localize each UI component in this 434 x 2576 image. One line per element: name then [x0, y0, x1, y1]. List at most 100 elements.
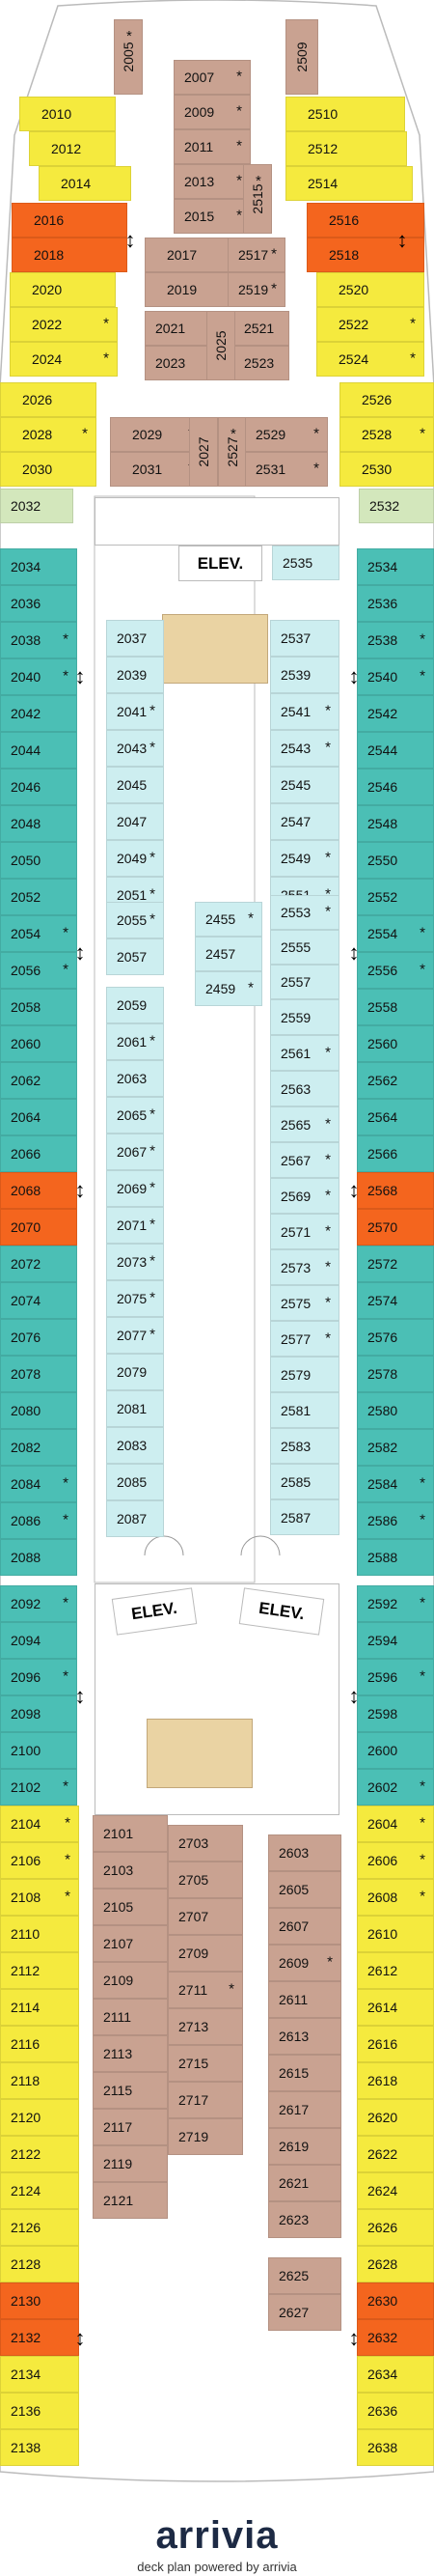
cabin-2717[interactable]: 2717 — [168, 2082, 243, 2118]
cabin-2022[interactable]: 2022 * — [10, 307, 118, 342]
cabin-2024[interactable]: 2024 * — [10, 342, 118, 377]
cabin-2520[interactable]: 2520 — [316, 272, 424, 307]
cabin-2606[interactable]: 2606 * — [357, 1842, 434, 1879]
cabin-2569[interactable]: 2569 * — [270, 1178, 339, 1214]
cabin-2113[interactable]: 2113 — [93, 2035, 168, 2072]
cabin-2608[interactable]: 2608 * — [357, 1879, 434, 1916]
cabin-2515[interactable]: 2515 * — [243, 164, 272, 234]
cabin-2522[interactable]: 2522 * — [316, 307, 424, 342]
cabin-2040[interactable]: 2040 * — [0, 658, 77, 695]
cabin-2069[interactable]: 2069 * — [106, 1170, 164, 1207]
cabin-2028[interactable]: 2028 * — [0, 417, 96, 452]
cabin-2096[interactable]: 2096 * — [0, 1659, 77, 1695]
cabin-2054[interactable]: 2054 * — [0, 915, 77, 952]
cabin-2578[interactable]: 2578 — [357, 1356, 434, 1392]
cabin-2571[interactable]: 2571 * — [270, 1214, 339, 1249]
cabin-2457[interactable]: 2457 — [195, 937, 262, 971]
cabin-2558[interactable]: 2558 — [357, 989, 434, 1025]
cabin-2016[interactable]: 2016 — [12, 203, 127, 238]
cabin-2548[interactable]: 2548 — [357, 805, 434, 842]
cabin-2617[interactable]: 2617 — [268, 2091, 341, 2128]
cabin-2057[interactable]: 2057 — [106, 938, 164, 975]
cabin-2134[interactable]: 2134 — [0, 2356, 79, 2393]
cabin-2524[interactable]: 2524 * — [316, 342, 424, 377]
cabin-2540[interactable]: 2540 * — [357, 658, 434, 695]
cabin-2563[interactable]: 2563 — [270, 1071, 339, 1106]
cabin-2032[interactable]: 2032 — [0, 489, 73, 523]
cabin-2034[interactable]: 2034 — [0, 548, 77, 585]
cabin-2536[interactable]: 2536 — [357, 585, 434, 622]
cabin-2592[interactable]: 2592 * — [357, 1585, 434, 1622]
cabin-2117[interactable]: 2117 — [93, 2109, 168, 2145]
cabin-2105[interactable]: 2105 — [93, 1889, 168, 1925]
cabin-2060[interactable]: 2060 — [0, 1025, 77, 1062]
cabin-2620[interactable]: 2620 — [357, 2099, 434, 2136]
cabin-2114[interactable]: 2114 — [0, 1989, 79, 2026]
cabin-2018[interactable]: 2018 — [12, 238, 127, 272]
cabin-2630[interactable]: 2630 — [357, 2282, 434, 2319]
cabin-2112[interactable]: 2112 — [0, 1952, 79, 1989]
cabin-2126[interactable]: 2126 — [0, 2209, 79, 2246]
cabin-2527[interactable]: 2527 * — [218, 417, 247, 487]
cabin-2581[interactable]: 2581 — [270, 1392, 339, 1428]
cabin-2632[interactable]: 2632 — [357, 2319, 434, 2356]
cabin-2574[interactable]: 2574 — [357, 1282, 434, 1319]
cabin-2531[interactable]: 2531 * — [245, 452, 328, 487]
cabin-2559[interactable]: 2559 — [270, 999, 339, 1035]
cabin-2459[interactable]: 2459 * — [195, 971, 262, 1006]
cabin-2719[interactable]: 2719 — [168, 2118, 243, 2155]
cabin-2517[interactable]: 2517 * — [228, 238, 285, 272]
cabin-2074[interactable]: 2074 — [0, 1282, 77, 1319]
cabin-2555[interactable]: 2555 — [270, 930, 339, 965]
cabin-2100[interactable]: 2100 — [0, 1732, 77, 1769]
cabin-2070[interactable]: 2070 — [0, 1209, 77, 1246]
cabin-2021[interactable]: 2021 — [145, 311, 212, 346]
cabin-2573[interactable]: 2573 * — [270, 1249, 339, 1285]
cabin-2711[interactable]: 2711 * — [168, 1972, 243, 2008]
cabin-2121[interactable]: 2121 — [93, 2182, 168, 2219]
cabin-2048[interactable]: 2048 — [0, 805, 77, 842]
cabin-2634[interactable]: 2634 — [357, 2356, 434, 2393]
cabin-2585[interactable]: 2585 — [270, 1464, 339, 1499]
cabin-2535[interactable]: 2535 — [272, 546, 339, 580]
cabin-2600[interactable]: 2600 — [357, 1732, 434, 1769]
cabin-2552[interactable]: 2552 — [357, 879, 434, 915]
cabin-2111[interactable]: 2111 — [93, 1999, 168, 2035]
cabin-2553[interactable]: 2553 * — [270, 895, 339, 930]
cabin-2713[interactable]: 2713 — [168, 2008, 243, 2045]
cabin-2103[interactable]: 2103 — [93, 1852, 168, 1889]
cabin-2541[interactable]: 2541 * — [270, 693, 339, 730]
cabin-2616[interactable]: 2616 — [357, 2026, 434, 2062]
cabin-2118[interactable]: 2118 — [0, 2062, 79, 2099]
cabin-2705[interactable]: 2705 — [168, 1862, 243, 1898]
cabin-2626[interactable]: 2626 — [357, 2209, 434, 2246]
cabin-2110[interactable]: 2110 — [0, 1916, 79, 1952]
cabin-2064[interactable]: 2064 — [0, 1099, 77, 1135]
cabin-2046[interactable]: 2046 — [0, 769, 77, 805]
cabin-2128[interactable]: 2128 — [0, 2246, 79, 2282]
cabin-2703[interactable]: 2703 — [168, 1825, 243, 1862]
cabin-2610[interactable]: 2610 — [357, 1916, 434, 1952]
cabin-2085[interactable]: 2085 — [106, 1464, 164, 1500]
cabin-2547[interactable]: 2547 — [270, 803, 339, 840]
cabin-2044[interactable]: 2044 — [0, 732, 77, 769]
cabin-2622[interactable]: 2622 — [357, 2136, 434, 2172]
cabin-2029[interactable]: 2029* — [110, 417, 203, 452]
cabin-2084[interactable]: 2084 * — [0, 1466, 77, 1502]
cabin-2621[interactable]: 2621 — [268, 2165, 341, 2201]
cabin-2025[interactable]: 2025 — [206, 311, 235, 380]
cabin-2056[interactable]: 2056 * — [0, 952, 77, 989]
cabin-2023[interactable]: 2023 — [145, 346, 212, 380]
cabin-2549[interactable]: 2549 * — [270, 840, 339, 877]
cabin-2567[interactable]: 2567 * — [270, 1142, 339, 1178]
cabin-2577[interactable]: 2577 * — [270, 1321, 339, 1357]
cabin-2115[interactable]: 2115 — [93, 2072, 168, 2109]
cabin-2636[interactable]: 2636 — [357, 2393, 434, 2429]
cabin-2082[interactable]: 2082 — [0, 1429, 77, 1466]
cabin-2037[interactable]: 2037 — [106, 620, 164, 657]
cabin-2455[interactable]: 2455 * — [195, 902, 262, 937]
cabin-2124[interactable]: 2124 — [0, 2172, 79, 2209]
cabin-2045[interactable]: 2045 — [106, 767, 164, 803]
cabin-2576[interactable]: 2576 — [357, 1319, 434, 1356]
cabin-2618[interactable]: 2618 — [357, 2062, 434, 2099]
